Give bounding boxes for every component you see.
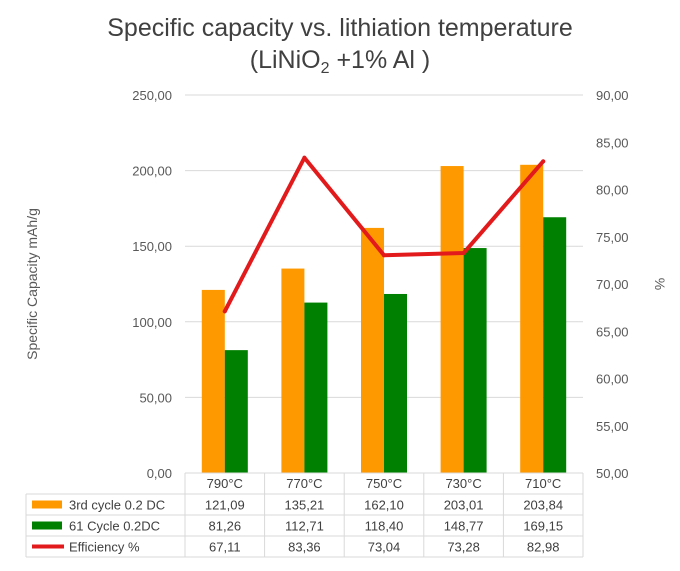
- title-line2-suffix: +1% Al ): [329, 46, 431, 74]
- bar: [361, 227, 384, 473]
- data-label: 81,26: [209, 519, 242, 534]
- bar: [463, 248, 487, 473]
- bar: [201, 289, 225, 473]
- data-label: 169,15: [523, 519, 563, 534]
- x-tick-label: 790°C: [207, 476, 243, 491]
- data-label: 83,36: [288, 540, 321, 555]
- x-tick-label: 730°C: [445, 476, 481, 491]
- data-label: 121,09: [205, 498, 245, 513]
- data-label: 112,71: [285, 519, 324, 534]
- y2-tick-label: 75,00: [596, 230, 629, 245]
- y2-tick-label: 60,00: [596, 372, 629, 387]
- line-point: [541, 159, 546, 164]
- line-point: [461, 251, 466, 256]
- y-tick-label: 100,00: [132, 315, 172, 330]
- data-label: 135,21: [285, 498, 325, 513]
- y2-tick-label: 90,00: [596, 88, 629, 103]
- y2-tick-label: 70,00: [596, 277, 629, 292]
- line-point: [382, 253, 386, 258]
- bar: [543, 217, 567, 473]
- bar: [281, 268, 305, 473]
- x-tick-label: 750°C: [366, 476, 402, 491]
- y2-axis-title: %: [652, 278, 668, 290]
- x-tick-label: 710°C: [525, 476, 561, 491]
- chart-title-line1: Specific capacity vs. lithiation tempera…: [107, 14, 573, 42]
- legend-entry: 61 Cycle 0.2DC: [69, 519, 160, 534]
- bar: [224, 350, 248, 473]
- data-label: 148,77: [444, 519, 484, 534]
- y2-tick-label: 50,00: [596, 466, 629, 481]
- data-label: 73,04: [368, 540, 401, 555]
- legend-entry: 3rd cycle 0.2 DC: [69, 498, 165, 513]
- y-tick-label: 200,00: [132, 164, 172, 179]
- y2-tick-label: 85,00: [596, 135, 629, 150]
- y2-tick-label: 55,00: [596, 419, 629, 434]
- y-axis-title: Specific Capacity mAh/g: [24, 208, 40, 360]
- data-label: 203,84: [523, 498, 563, 513]
- y-tick-label: 50,00: [139, 390, 172, 405]
- legend-swatch: [32, 500, 62, 509]
- x-tick-label: 770°C: [286, 476, 322, 491]
- y-tick-label: 250,00: [132, 88, 172, 103]
- bar: [520, 164, 544, 473]
- bar: [304, 302, 328, 473]
- legend-entry: Efficiency %: [69, 540, 140, 555]
- data-label: 203,01: [444, 498, 484, 513]
- line-point: [302, 155, 307, 160]
- title-line2-prefix: (LiNiO: [249, 46, 321, 74]
- chart-title-line2: (LiNiO2 +1% Al ): [0, 44, 680, 85]
- y-tick-label: 150,00: [132, 239, 172, 254]
- title-line2-subscript: 2: [320, 60, 330, 77]
- data-label: 67,11: [209, 540, 241, 555]
- y-tick-label: 0,00: [147, 466, 172, 481]
- data-label: 73,28: [447, 540, 480, 555]
- y2-tick-label: 65,00: [596, 324, 629, 339]
- legend-swatch: [32, 521, 62, 530]
- bar: [440, 166, 464, 473]
- line-point: [222, 309, 227, 314]
- data-label: 118,40: [365, 519, 404, 534]
- chart-title: Specific capacity vs. lithiation tempera…: [0, 12, 680, 85]
- bar: [384, 293, 407, 473]
- y2-tick-label: 80,00: [596, 183, 629, 198]
- data-label: 162,10: [364, 498, 404, 513]
- data-label: 82,98: [527, 540, 560, 555]
